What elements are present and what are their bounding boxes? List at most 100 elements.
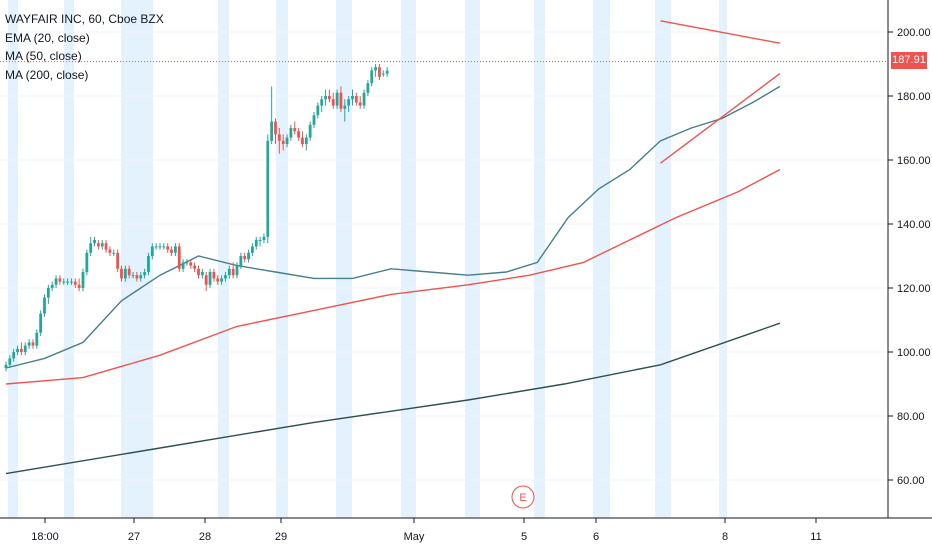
y-tick-label: 60.00 (897, 475, 925, 487)
candle-body (354, 96, 358, 103)
candle (120, 265, 123, 282)
candle-body (120, 268, 123, 279)
x-tick-label: 27 (128, 531, 140, 543)
candle (54, 275, 58, 288)
candle (4, 361, 8, 372)
candle-body (85, 252, 89, 272)
candle-body (16, 348, 19, 352)
ma200-legend[interactable]: MA (200, close) (5, 67, 89, 82)
candle-body (343, 105, 347, 109)
ema20-legend[interactable]: EMA (20, close) (5, 30, 90, 45)
candle (123, 265, 127, 282)
time-axis: 18:00 27 28 29 May 5 6 8 11 (31, 518, 822, 543)
candle (108, 246, 112, 256)
candle (147, 252, 150, 276)
candle (366, 80, 370, 96)
candle (154, 243, 158, 250)
candle-body (312, 115, 316, 125)
candle (150, 243, 154, 260)
channel-lines (660, 20, 781, 164)
earnings-icon[interactable] (511, 485, 535, 509)
candle-body (154, 246, 158, 248)
candle-body (189, 262, 193, 266)
candle-body (54, 278, 58, 285)
candle (339, 86, 343, 112)
candle (27, 339, 31, 349)
candle (343, 99, 347, 122)
candle (266, 134, 270, 244)
candle-body (220, 278, 223, 282)
candle-body (93, 240, 96, 244)
x-tick-label: 11 (810, 531, 821, 543)
candle-body (254, 240, 258, 247)
candle-body (66, 281, 69, 283)
candle-body (370, 70, 374, 84)
candle-body (27, 342, 31, 346)
candle-body (335, 92, 339, 106)
candle (35, 329, 39, 349)
candle (247, 249, 250, 263)
candle (31, 339, 35, 349)
candle (46, 284, 50, 304)
candle (16, 345, 19, 356)
candle-body (347, 99, 351, 106)
session-shade-4 (276, 0, 288, 518)
channel-upper-line[interactable] (660, 20, 780, 44)
session-shade-5 (336, 0, 352, 518)
y-tick-label: 180.00 (897, 91, 931, 103)
candle (8, 355, 12, 368)
candle-body (304, 137, 308, 144)
candle-body (193, 265, 197, 269)
candle (224, 272, 227, 282)
candle (362, 89, 366, 109)
candle-body (297, 131, 300, 138)
candle-body (235, 265, 239, 276)
channel-lower-line[interactable] (660, 73, 781, 164)
last-price-tag: 187.91 (891, 52, 927, 69)
ma50-legend[interactable]: MA (50, close) (5, 49, 82, 63)
candle-body (351, 96, 354, 100)
candle (354, 92, 358, 106)
candle (131, 272, 135, 279)
candle (93, 236, 96, 247)
candle-body (135, 275, 139, 279)
candle (370, 67, 374, 87)
candle (166, 243, 170, 253)
candle (231, 262, 235, 279)
candle-body (162, 246, 166, 248)
candle-body (358, 102, 362, 106)
candle (66, 278, 69, 285)
candle-body (43, 297, 46, 314)
candle-body (331, 99, 335, 106)
price-axis: 60.00 80.00 100.00 120.00 140.00 160.00 180.00… (888, 27, 931, 487)
candle-body (324, 96, 327, 100)
session-shade-6 (401, 0, 416, 518)
x-tick-label: 28 (199, 531, 211, 543)
candle (212, 268, 216, 282)
y-tick-label: 140.00 (897, 219, 931, 231)
candle-body (385, 70, 389, 74)
candle (193, 262, 197, 272)
candle-body (374, 67, 377, 71)
candle-body (123, 268, 127, 279)
candle (208, 268, 212, 288)
candle-body (70, 281, 73, 283)
candle (104, 240, 108, 253)
candle-body (31, 342, 35, 346)
x-tick-label: 18:00 (31, 531, 59, 543)
earnings-marker[interactable]: E (511, 485, 535, 509)
candle (258, 236, 262, 247)
symbol-title[interactable]: WAYFAIR INC, 60, Cboe BZX (5, 12, 164, 26)
candle (235, 262, 239, 279)
candle (351, 89, 354, 106)
candle-body (20, 348, 23, 352)
ema20-line (5, 85, 781, 369)
session-shade-0 (8, 0, 18, 518)
candle (20, 342, 23, 356)
candle-body (35, 332, 39, 346)
ma50-line (5, 168, 781, 385)
candle-body (62, 281, 66, 283)
candle-body (308, 124, 312, 138)
candle-body (239, 256, 243, 266)
